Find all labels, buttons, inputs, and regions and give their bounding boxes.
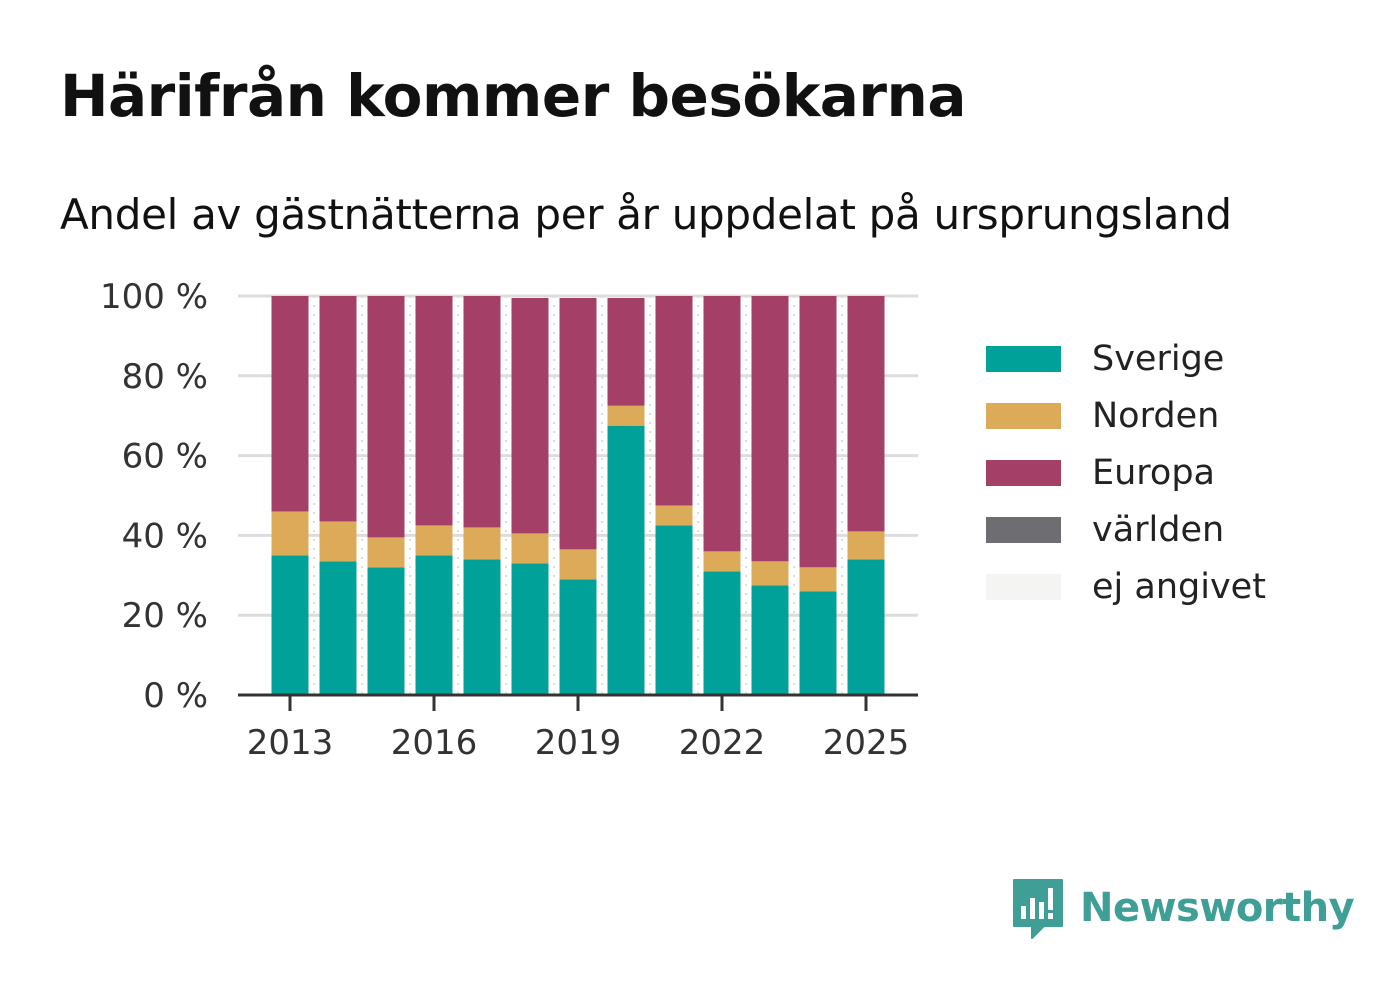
x-tick-label: 2025 xyxy=(823,723,910,763)
y-tick-label: 0 % xyxy=(143,676,208,716)
bar-segment-norden-2017 xyxy=(463,527,501,560)
bar-segment-sverige-2021 xyxy=(655,525,693,695)
chart-subtitle: Andel av gästnätterna per år uppdelat på… xyxy=(60,190,1232,239)
bar-segment-norden-2013 xyxy=(271,511,309,556)
bar-segment-sverige-2023 xyxy=(751,585,789,695)
bar-segment-europa-2021 xyxy=(655,296,693,506)
x-tick-label: 2019 xyxy=(535,723,622,763)
bar-segment-europa-2025 xyxy=(847,296,885,532)
bar-segment-norden-2018 xyxy=(511,533,549,564)
bar-segment-sverige-2015 xyxy=(367,567,405,695)
legend-swatch xyxy=(986,402,1061,429)
bar-segment-europa-2024 xyxy=(799,296,837,568)
bar-segment-norden-2022 xyxy=(703,551,741,572)
legend-item: Europa xyxy=(986,444,1266,501)
legend-item: världen xyxy=(986,501,1266,558)
bar-segment-europa-2017 xyxy=(463,296,501,528)
bar-segment-sverige-2019 xyxy=(559,579,597,695)
legend-swatch xyxy=(986,516,1061,543)
chart-legend: Sverige Norden Europa världen ej angivet xyxy=(986,330,1266,615)
bar-segment-sverige-2016 xyxy=(415,555,453,695)
legend-swatch xyxy=(986,573,1061,600)
legend-item: Sverige xyxy=(986,330,1266,387)
y-tick-label: 60 % xyxy=(122,437,208,477)
bar-segment-europa-2014 xyxy=(319,296,357,522)
y-tick-label: 20 % xyxy=(122,596,208,636)
bar-segment-norden-2021 xyxy=(655,505,693,526)
bar-segment-sverige-2025 xyxy=(847,559,885,695)
bar-segment-norden-2023 xyxy=(751,561,789,586)
legend-label: världen xyxy=(1092,509,1225,550)
legend-label: Sverige xyxy=(1092,338,1225,379)
legend-item: ej angivet xyxy=(986,558,1266,615)
bar-segment-europa-2015 xyxy=(367,296,405,538)
y-tick-label: 100 % xyxy=(100,277,208,317)
bar-segment-europa-2023 xyxy=(751,296,789,562)
bar-segment-europa-2013 xyxy=(271,296,309,512)
legend-label: Europa xyxy=(1092,452,1215,493)
bar-segment-europa-2020 xyxy=(607,297,645,406)
newsworthy-logo-icon xyxy=(1013,879,1063,939)
x-tick-label: 2013 xyxy=(247,723,334,763)
bar-segment-europa-2019 xyxy=(559,297,597,550)
bar-segment-sverige-2020 xyxy=(607,425,645,695)
x-tick-label: 2016 xyxy=(391,723,478,763)
legend-item: Norden xyxy=(986,387,1266,444)
y-tick-label: 40 % xyxy=(122,516,208,556)
legend-swatch xyxy=(986,345,1061,372)
bar-segment-norden-2019 xyxy=(559,549,597,580)
legend-label: ej angivet xyxy=(1092,566,1266,607)
bar-segment-europa-2022 xyxy=(703,296,741,552)
bar-segment-norden-2016 xyxy=(415,525,453,556)
chart-title: Härifrån kommer besökarna xyxy=(60,62,966,130)
bar-segment-sverige-2014 xyxy=(319,561,357,695)
bar-segment-sverige-2024 xyxy=(799,591,837,695)
bar-segment-sverige-2022 xyxy=(703,571,741,695)
bar-segment-norden-2025 xyxy=(847,531,885,560)
y-tick-label: 80 % xyxy=(122,357,208,397)
bar-segment-sverige-2013 xyxy=(271,555,309,695)
x-tick-label: 2022 xyxy=(679,723,766,763)
brand-name: Newsworthy xyxy=(1080,885,1355,931)
bar-segment-norden-2015 xyxy=(367,537,405,568)
bar-segment-norden-2014 xyxy=(319,521,357,562)
legend-label: Norden xyxy=(1092,395,1220,436)
bar-segment-europa-2016 xyxy=(415,296,453,526)
stacked-bar-chart: 0 % 20 % 40 % 60 % 80 % 100 % 2013 2016 2019 2022… xyxy=(100,277,918,763)
bar-segment-norden-2020 xyxy=(607,405,645,426)
bar-segment-norden-2024 xyxy=(799,567,837,592)
brand-logo: Newsworthy xyxy=(1010,876,1355,940)
legend-swatch xyxy=(986,459,1061,486)
bar-segment-sverige-2018 xyxy=(511,563,549,695)
bar-segment-europa-2018 xyxy=(511,297,549,534)
bar-segment-sverige-2017 xyxy=(463,559,501,695)
